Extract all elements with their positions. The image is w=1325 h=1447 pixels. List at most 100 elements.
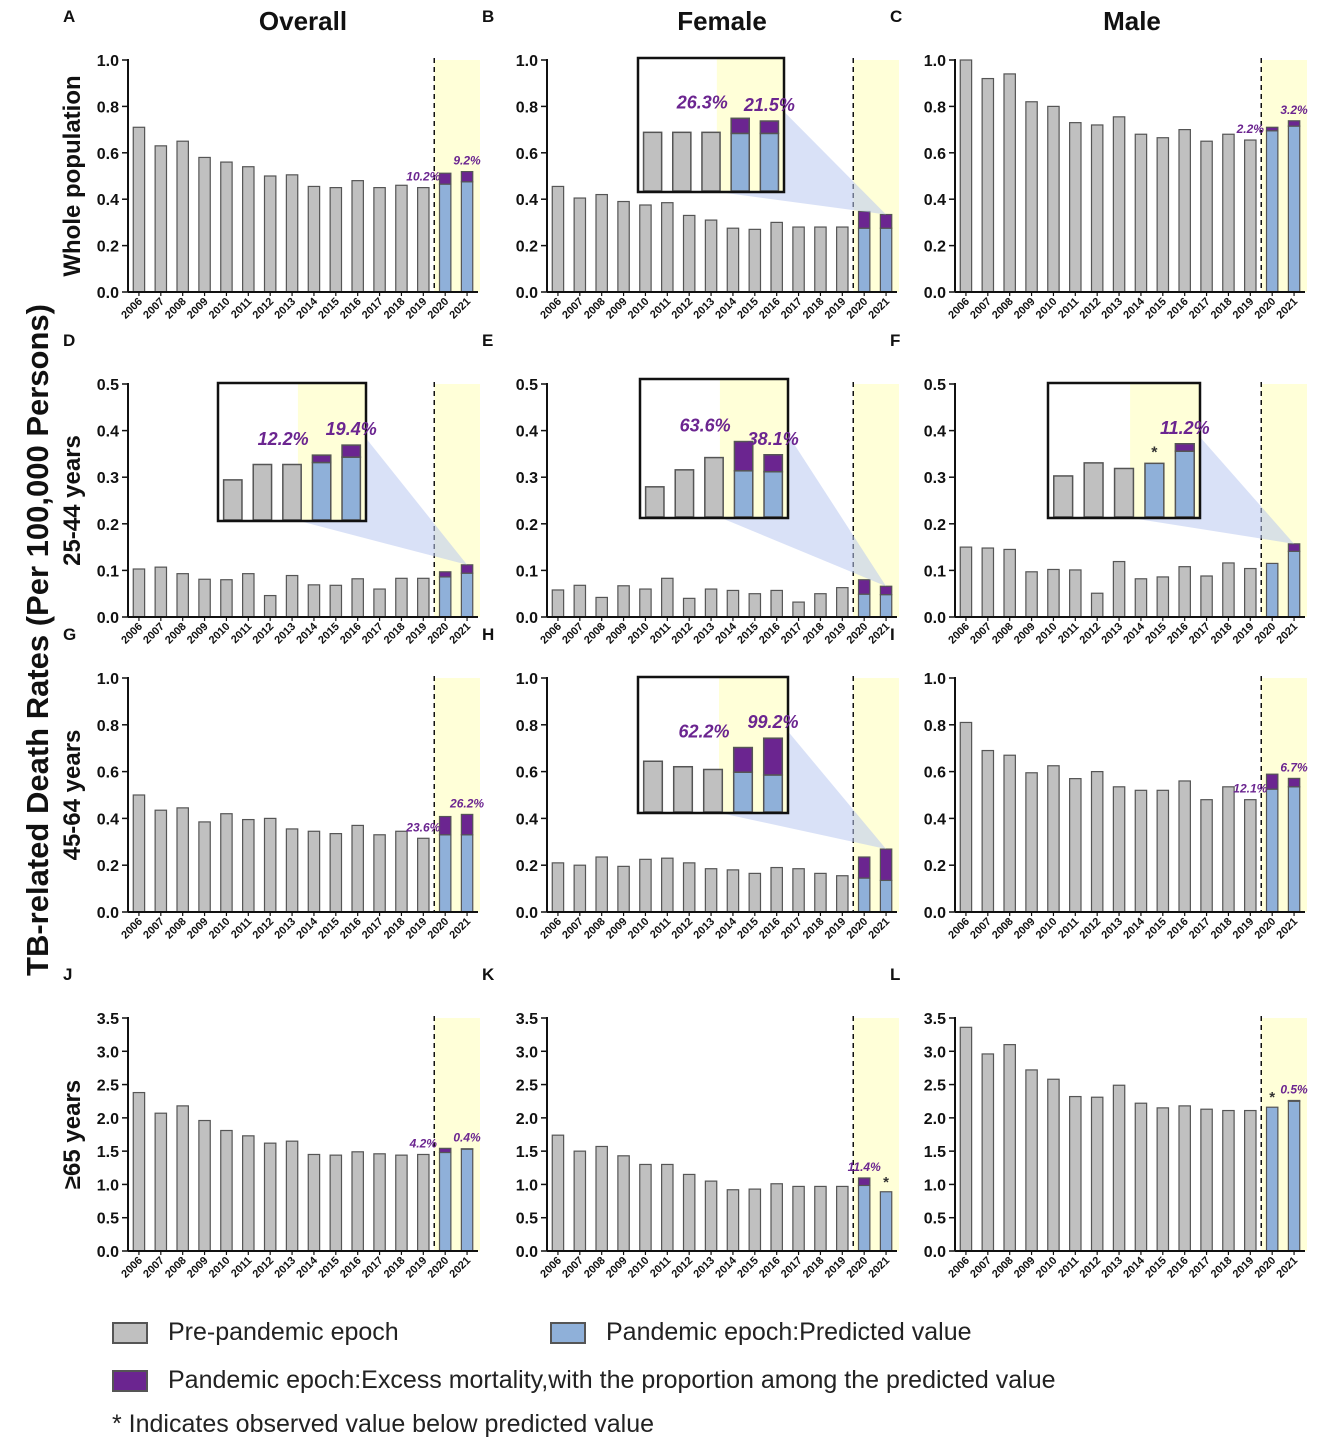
bar-pre <box>1003 754 1016 913</box>
bar-pre <box>748 228 762 293</box>
bar-pre <box>1090 770 1104 913</box>
bar-pre <box>220 161 233 293</box>
panel-K: K 0.0 0.5 1.0 1.5 2.0 2.5 3.0 3.5 200620072008200… <box>482 965 899 1280</box>
bar-pre <box>1025 101 1038 293</box>
bar-pre <box>959 721 973 913</box>
bar-pre <box>726 1189 740 1252</box>
bar-predicted <box>857 877 871 913</box>
y-tick-label: 0.4 <box>516 192 538 209</box>
x-tick-label: 2010 <box>1034 1255 1060 1281</box>
y-tick-label: 0.8 <box>516 99 538 116</box>
bar-pre <box>770 221 783 293</box>
x-tick-label: 2014 <box>1121 915 1147 941</box>
x-tick-label: 2014 <box>713 620 739 646</box>
x-tick-label: 2020 <box>1253 916 1279 942</box>
inset-bar-pre <box>644 486 665 518</box>
inset-bar-pre <box>672 765 694 813</box>
x-tick-label: 2012 <box>251 916 277 942</box>
x-tick-label: 2021 <box>447 621 473 647</box>
x-tick-label: 2009 <box>1012 1255 1038 1281</box>
bar-pre <box>726 227 740 293</box>
bar-pre <box>748 1188 762 1252</box>
panel-L: L 0.0 0.5 1.0 1.5 2.0 2.5 3.0 3.5 200620072008200… <box>890 965 1308 1280</box>
x-tick-label: 2009 <box>185 621 211 647</box>
x-tick-label: 2019 <box>1231 1255 1257 1281</box>
x-tick-label: 2015 <box>316 916 342 942</box>
bar-pre <box>551 862 565 913</box>
y-tick-label: 0.4 <box>924 424 946 441</box>
bar-pre <box>1025 1069 1038 1252</box>
x-tick-label: 2020 <box>1253 296 1279 322</box>
y-tick-label: 0.2 <box>97 858 119 875</box>
x-tick-label: 2018 <box>1209 296 1235 322</box>
x-tick-label: 2013 <box>1099 621 1125 647</box>
bar-excess <box>879 585 893 596</box>
x-tick-label: 2010 <box>207 1255 233 1281</box>
x-tick-label: 2007 <box>968 296 994 322</box>
figure: TB-related Death Rates (Per 100,000 Pers… <box>20 6 1308 1281</box>
x-tick-label: 2012 <box>670 296 696 322</box>
x-tick-label: 2011 <box>1056 296 1081 321</box>
bar-pre <box>373 834 386 913</box>
bar-pre <box>307 185 321 293</box>
bar-pre <box>959 59 973 293</box>
x-tick-label: 2019 <box>1231 916 1257 942</box>
bar-pre <box>981 1053 995 1252</box>
x-tick-label: 2010 <box>207 621 233 647</box>
x-tick-label: 2009 <box>604 1255 630 1281</box>
bar-pre <box>1134 1102 1148 1252</box>
y-tick-label: 3.0 <box>924 1044 946 1061</box>
bar-pre <box>1090 592 1104 618</box>
y-tick-label: 0.0 <box>924 1244 946 1261</box>
bar-predicted <box>460 1148 474 1252</box>
x-tick-label: 2018 <box>382 1255 408 1281</box>
bar-pre <box>748 872 762 913</box>
inset-annotation: 21.5% <box>743 95 795 115</box>
x-tick-label: 2017 <box>1187 296 1213 322</box>
y-tick-label: 1.0 <box>516 671 538 688</box>
y-tick-label: 1.0 <box>924 53 946 70</box>
bar-pre <box>1112 786 1126 913</box>
bar-pre <box>551 1134 565 1252</box>
bar-predicted <box>1287 786 1301 913</box>
inset-bar-predicted <box>733 470 754 518</box>
x-tick-label: 2008 <box>990 916 1016 942</box>
y-tick-label: 2.5 <box>924 1078 946 1095</box>
row-title: 25-44 years <box>59 435 86 566</box>
x-tick-label: 2020 <box>845 1255 871 1281</box>
panel-B: B0.00.20.40.60.81.0200620072008200920102… <box>482 7 899 321</box>
bar-pre <box>417 1153 430 1252</box>
x-tick-label: 2015 <box>735 1255 761 1281</box>
y-tick-label: 0.6 <box>97 765 119 782</box>
inset-bar-predicted <box>1144 462 1165 518</box>
x-tick-label: 2016 <box>757 296 783 322</box>
bar-pre <box>1069 122 1082 293</box>
bar-pre <box>417 837 430 913</box>
inset-annotation: 99.2% <box>747 712 798 732</box>
y-tick-label: 0.0 <box>97 1244 119 1261</box>
x-tick-label: 2011 <box>229 916 254 941</box>
bar-pre <box>307 584 321 618</box>
y-tick-label: 0.8 <box>516 718 538 735</box>
inset-bar-excess <box>763 454 784 473</box>
bar-pre <box>573 197 587 293</box>
bar-pre <box>395 184 408 293</box>
x-tick-label: 2018 <box>801 916 827 942</box>
x-tick-label: 2016 <box>757 916 783 942</box>
bar-pre <box>176 573 189 618</box>
percent-annotation: 10.2% <box>406 170 440 184</box>
y-tick-label: 0.0 <box>516 905 538 922</box>
x-tick-label: 2009 <box>1012 621 1038 647</box>
percent-annotation: 4.2% <box>409 1136 438 1150</box>
bar-pre <box>814 1185 827 1252</box>
bar-predicted <box>1265 788 1279 913</box>
inset-bar-excess <box>341 444 362 458</box>
x-tick-label: 2017 <box>779 296 805 322</box>
bar-predicted <box>460 181 474 293</box>
bar-pre <box>981 749 995 913</box>
bar-pre <box>198 1119 211 1252</box>
bar-pre <box>814 593 827 618</box>
bar-pre <box>836 226 849 293</box>
bar-pre <box>1200 1108 1213 1252</box>
bar-pre <box>1244 139 1257 293</box>
